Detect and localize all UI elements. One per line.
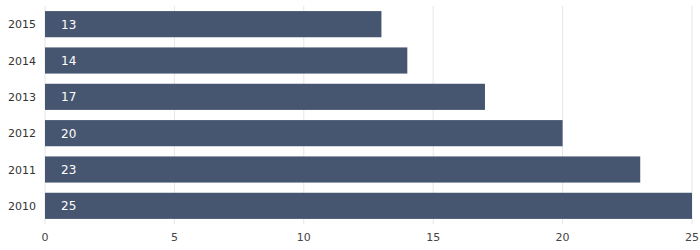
bar (45, 84, 485, 110)
category-label: 2010 (8, 200, 36, 213)
category-label: 2014 (8, 55, 36, 68)
bars (45, 11, 692, 219)
bar (45, 193, 692, 219)
category-label: 2012 (8, 127, 36, 140)
tick-label: 5 (171, 231, 178, 244)
bar (45, 11, 381, 37)
bar (45, 120, 563, 146)
grid-line (45, 6, 46, 224)
data-label: 14 (61, 54, 76, 68)
bar (45, 156, 640, 182)
category-label: 2011 (8, 164, 36, 177)
grid-line (433, 6, 434, 224)
tick-label: 15 (426, 231, 440, 244)
labels: 2015 13 2014 14 2013 17 2012 20 2011 23 2010 25 (8, 18, 76, 214)
data-label: 20 (61, 127, 76, 141)
data-label: 17 (61, 90, 76, 104)
grid-line (303, 6, 304, 224)
data-label: 23 (61, 163, 76, 177)
bar (45, 47, 407, 73)
tick-label: 20 (556, 231, 570, 244)
category-label: 2015 (8, 18, 36, 31)
tick-label: 25 (685, 231, 699, 244)
grid-line (562, 6, 563, 224)
category-label: 2013 (8, 91, 36, 104)
tick-label: 10 (297, 231, 311, 244)
data-label: 13 (61, 18, 76, 32)
tick-label: 0 (42, 231, 49, 244)
grid-line (692, 6, 693, 224)
chart: 0 5 10 15 20 25 2015 13 2014 14 2013 17 2012 20 2011 23… (0, 0, 700, 250)
grid-line (174, 6, 175, 224)
data-label: 25 (61, 199, 76, 213)
